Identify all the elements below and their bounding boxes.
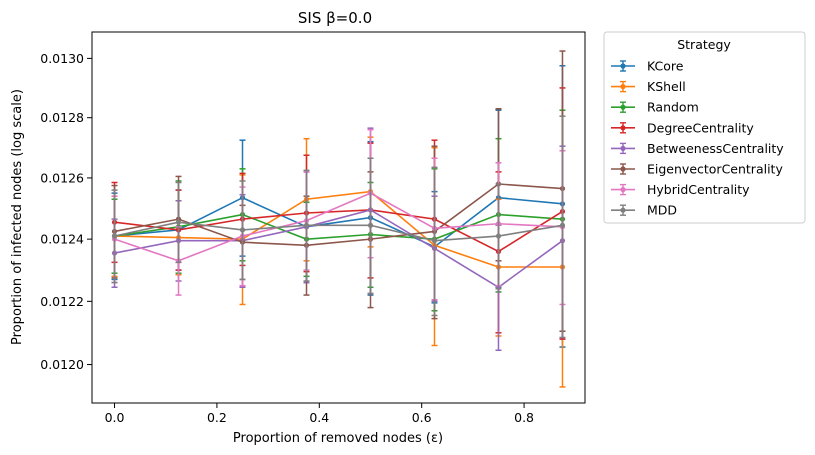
series-mdd [111,115,566,339]
legend-label: DegreeCentrality [647,120,754,135]
y-axis-label: Proportion of infected nodes (log scale) [10,89,25,345]
data-point [559,222,566,228]
legend-label: Random [647,100,699,115]
legend-item: Random [611,100,699,115]
data-point [239,227,246,233]
data-point [431,238,438,244]
x-tick-label: 0.0 [105,410,125,425]
y-tick-label: 0.0128 [40,110,84,125]
legend-marker [620,187,626,193]
y-tick-label: 0.0120 [40,357,84,372]
x-tick-label: 0.8 [514,410,534,425]
x-axis-label: Proportion of removed nodes (ε) [233,431,443,446]
y-tick-label: 0.0126 [40,170,84,185]
y-tick-label: 0.0122 [40,294,84,309]
series-line [114,209,563,253]
legend-label: EigenvectorCentrality [647,162,783,177]
series-line [114,209,563,289]
legend-marker [620,104,626,110]
legend-label: KShell [647,79,686,94]
x-axis: 0.0 0.2 0.4 0.6 0.8 [105,403,534,425]
legend-marker [620,207,626,213]
series-line [114,213,563,240]
legend-marker [620,145,626,151]
data-point [111,233,118,239]
legend-item: KShell [611,79,686,94]
legend-label: MDD [647,203,677,218]
y-tick-label: 0.0130 [40,51,84,66]
legend-marker [620,63,626,69]
series-line [114,192,563,262]
data-point [367,222,374,228]
data-point [495,233,502,239]
x-tick-label: 0.4 [309,410,329,425]
data-point [175,219,182,225]
data-point [303,222,310,228]
series-line [114,221,563,242]
series-betweenesscentrality [111,127,566,351]
legend-item: DegreeCentrality [611,120,754,135]
legend-label: BetweenessCentrality [647,141,784,156]
legend-marker [620,166,626,172]
y-axis: 0.0120 0.0122 0.0124 0.0126 0.0128 0.0130 [40,51,92,372]
x-tick-label: 0.6 [412,410,432,425]
legend-frame [603,31,806,224]
legend: Strategy KCore KShell Random DegreeCentrali… [603,31,806,224]
legend-marker [620,125,626,131]
legend-marker [620,84,626,90]
series-line [114,190,563,268]
legend-item: MDD [611,203,677,218]
legend-item: EigenvectorCentrality [611,162,783,177]
plot-frame [91,31,586,404]
plot-series [111,50,566,388]
legend-label: KCore [647,59,684,74]
legend-item: BetweenessCentrality [611,141,784,156]
legend-items: KCore KShell Random DegreeCentrality Between… [611,59,784,218]
x-tick-label: 0.2 [207,410,227,425]
chart-title: SIS β=0.0 [298,9,372,27]
legend-item: KCore [611,59,684,74]
legend-label: HybridCentrality [647,182,750,197]
legend-title: Strategy [677,37,731,52]
y-tick-label: 0.0124 [40,232,84,247]
legend-item: HybridCentrality [611,182,750,197]
